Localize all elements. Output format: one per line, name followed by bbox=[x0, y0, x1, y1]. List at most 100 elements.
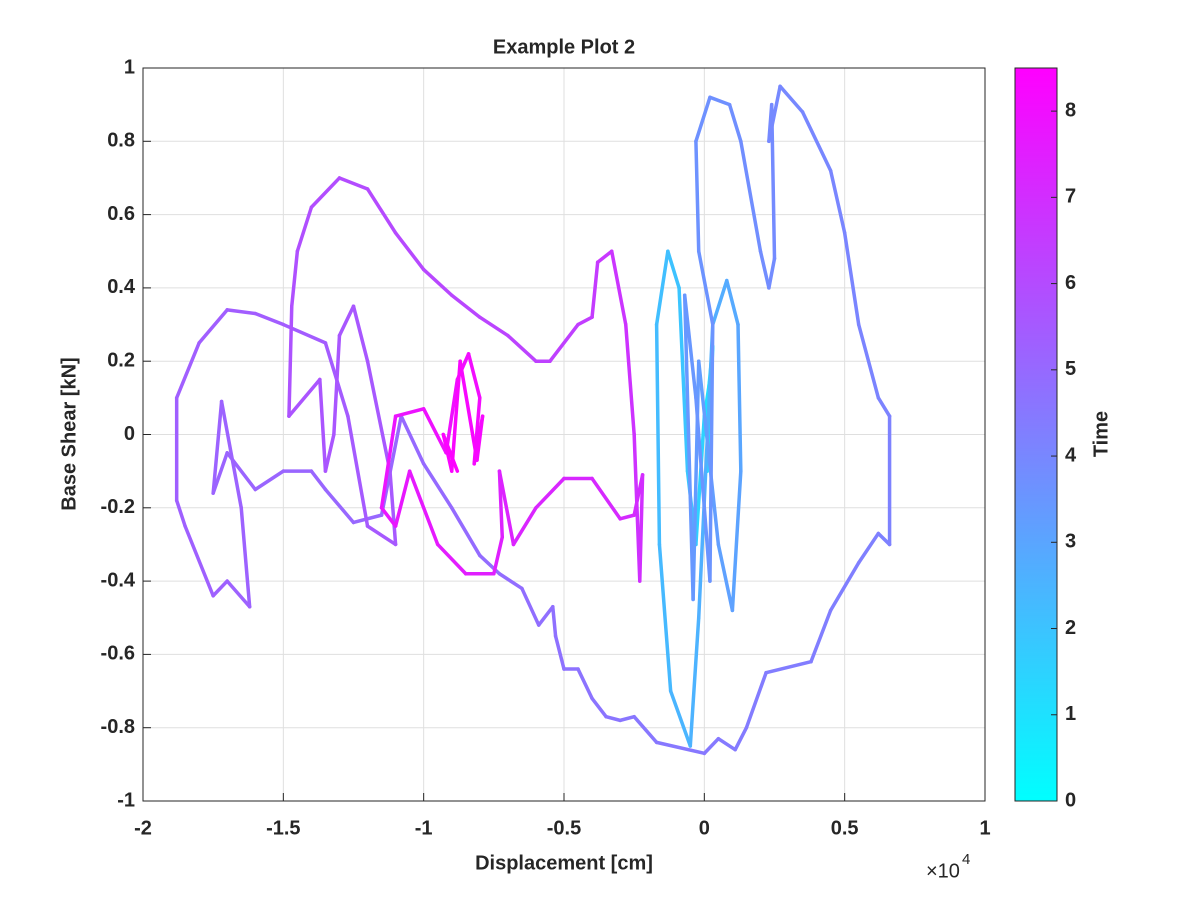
line-segment bbox=[337, 304, 356, 338]
line-segment bbox=[696, 249, 715, 327]
line-segment bbox=[800, 110, 833, 173]
line-segment bbox=[668, 689, 693, 748]
line-segment bbox=[497, 572, 524, 591]
y-tick-label: -0.6 bbox=[101, 643, 135, 665]
plot-frame bbox=[142, 67, 986, 802]
line-segment bbox=[716, 542, 735, 613]
line-segment bbox=[253, 469, 286, 492]
line-segment bbox=[744, 670, 768, 730]
line-segment bbox=[654, 740, 707, 756]
line-segment bbox=[730, 469, 743, 613]
colorbar-tick-label: 0 bbox=[1065, 789, 1076, 811]
line-segment bbox=[623, 322, 636, 437]
line-segment bbox=[346, 414, 370, 528]
line-segment bbox=[696, 359, 721, 547]
colorbar-tick-label: 7 bbox=[1065, 186, 1076, 208]
x-tick-label: -2 bbox=[134, 817, 152, 839]
line-segment bbox=[295, 205, 314, 253]
y-tick-label: 0 bbox=[124, 423, 135, 445]
line-segment bbox=[590, 260, 600, 319]
line-segment bbox=[441, 432, 460, 473]
line-segment bbox=[449, 359, 462, 473]
line-segment bbox=[449, 506, 482, 558]
line-segment bbox=[682, 293, 698, 400]
line-segment bbox=[657, 542, 673, 693]
colorbar-tick-label: 2 bbox=[1065, 617, 1076, 639]
line-segment bbox=[725, 278, 740, 327]
line-segment bbox=[458, 359, 479, 462]
line-segment bbox=[290, 249, 300, 308]
line-segment bbox=[253, 311, 286, 327]
line-segment bbox=[435, 542, 468, 576]
x-axis-label: Displacement [cm] bbox=[475, 852, 653, 874]
y-tick-label: -0.2 bbox=[101, 496, 135, 518]
line-segment bbox=[309, 176, 342, 210]
line-segment bbox=[590, 696, 608, 719]
line-segment bbox=[809, 608, 833, 664]
line-segment bbox=[551, 605, 558, 638]
line-segment bbox=[309, 469, 328, 492]
colorbar-tick-label: 4 bbox=[1065, 444, 1077, 466]
line-segment bbox=[393, 469, 412, 528]
line-segment bbox=[618, 714, 636, 723]
line-segment bbox=[421, 267, 454, 297]
line-segment bbox=[702, 736, 721, 756]
y-tick-label: -0.4 bbox=[101, 569, 136, 591]
line-segment bbox=[421, 407, 448, 455]
line-segment bbox=[842, 231, 861, 327]
line-segment bbox=[211, 579, 229, 598]
line-segment bbox=[174, 341, 201, 400]
x-tick-label: -1.5 bbox=[266, 817, 300, 839]
line-segment bbox=[174, 498, 187, 528]
line-segment bbox=[399, 414, 426, 466]
chart-title: Example Plot 2 bbox=[493, 36, 635, 58]
y-tick-label: 0.8 bbox=[107, 130, 135, 152]
line-segment bbox=[638, 473, 645, 583]
colorbar-tick-label: 8 bbox=[1065, 99, 1076, 121]
line-segment bbox=[733, 725, 749, 752]
line-segment bbox=[711, 278, 729, 327]
line-segment bbox=[219, 399, 243, 510]
y-tick-label: 0.6 bbox=[107, 203, 135, 225]
line-segment bbox=[351, 304, 370, 363]
line-segment bbox=[739, 139, 763, 253]
line-segment bbox=[694, 139, 701, 253]
line-segment bbox=[694, 95, 712, 144]
line-segment bbox=[497, 469, 505, 539]
y-tick-label: 1 bbox=[124, 56, 135, 78]
colorbar-tick-label: 6 bbox=[1065, 272, 1076, 294]
line-segment bbox=[449, 293, 482, 319]
line-segment bbox=[506, 333, 538, 363]
line-segment bbox=[323, 487, 356, 525]
line-segment bbox=[225, 579, 252, 609]
line-segment bbox=[318, 377, 328, 473]
line-segment bbox=[767, 256, 777, 290]
line-segment bbox=[828, 168, 847, 235]
line-segment bbox=[694, 414, 707, 547]
y-tick-label: -1 bbox=[117, 789, 135, 811]
line-segment bbox=[393, 407, 426, 418]
colorbar-label: Time bbox=[1090, 411, 1112, 457]
line-segment bbox=[421, 462, 454, 510]
line-segment bbox=[553, 634, 566, 671]
line-segment bbox=[478, 315, 510, 338]
line-segment bbox=[876, 396, 892, 418]
line-segment bbox=[211, 399, 224, 495]
line-segment bbox=[536, 605, 555, 627]
line-segment bbox=[475, 414, 485, 462]
line-segment bbox=[379, 414, 403, 517]
line-segment bbox=[696, 322, 715, 620]
line-segment bbox=[632, 714, 659, 745]
colorbar-tick-label: 1 bbox=[1065, 703, 1076, 725]
line-segment bbox=[758, 249, 771, 290]
x-multiplier: ×10 bbox=[926, 860, 960, 882]
line-segment bbox=[688, 616, 701, 748]
line-segment bbox=[654, 249, 670, 327]
line-segment bbox=[183, 524, 215, 598]
line-segment bbox=[534, 476, 566, 510]
line-segment bbox=[876, 531, 892, 547]
line-segment bbox=[365, 187, 398, 235]
y-tick-label: -0.8 bbox=[101, 716, 135, 738]
line-segment bbox=[694, 396, 712, 583]
line-segment bbox=[764, 659, 813, 675]
